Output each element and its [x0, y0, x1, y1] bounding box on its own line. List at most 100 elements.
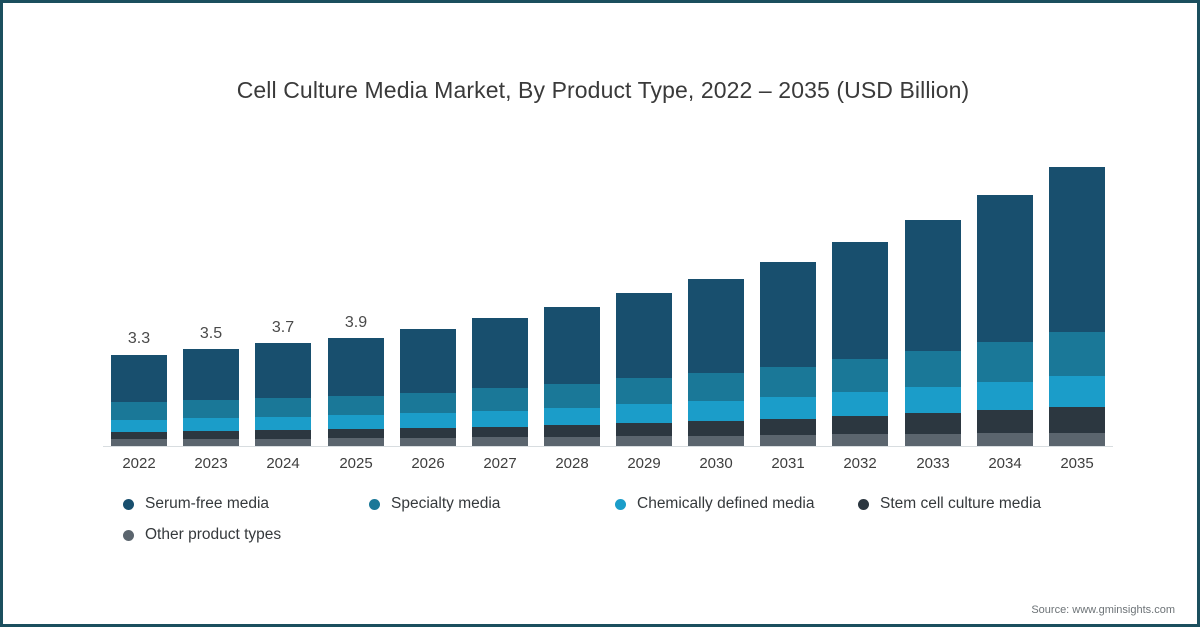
bar-segment[interactable]: [472, 318, 528, 389]
bar-segment[interactable]: [183, 418, 239, 432]
bar-segment[interactable]: [328, 415, 384, 430]
bar-segment[interactable]: [905, 350, 961, 388]
legend-item-specialty-media[interactable]: Specialty media: [369, 495, 500, 513]
bar-group: [616, 292, 672, 447]
bar-segment[interactable]: [183, 400, 239, 419]
bar-segment[interactable]: [544, 383, 600, 409]
bar-segment[interactable]: [832, 415, 888, 435]
bar-segment[interactable]: [905, 219, 961, 351]
bar-segment[interactable]: [616, 378, 672, 405]
bar-segment[interactable]: [977, 410, 1033, 434]
legend-item-chemically-defined-media[interactable]: Chemically defined media: [615, 495, 814, 513]
bar-segment[interactable]: [832, 434, 888, 447]
bar-segment[interactable]: [1049, 376, 1105, 408]
bar-segment[interactable]: [400, 438, 456, 447]
bar-segment[interactable]: [977, 433, 1033, 447]
bar-segment[interactable]: [183, 348, 239, 401]
bar-segment[interactable]: [328, 429, 384, 439]
bar-segment[interactable]: [832, 392, 888, 416]
x-axis-tick-label: 2027: [483, 455, 517, 472]
stacked-bar[interactable]: [544, 306, 600, 447]
bar-segment[interactable]: [400, 392, 456, 414]
bar-segment[interactable]: [255, 438, 311, 447]
x-axis-line: [103, 446, 1113, 447]
stacked-bar[interactable]: [832, 242, 888, 447]
bar-segment[interactable]: [544, 425, 600, 438]
bar-segment[interactable]: [400, 329, 456, 393]
bar-segment[interactable]: [832, 358, 888, 393]
bar-segment[interactable]: [472, 388, 528, 411]
bar-segment[interactable]: [1049, 433, 1105, 447]
bar-segment[interactable]: [111, 439, 167, 447]
stacked-bar[interactable]: [905, 219, 961, 447]
bar-segment[interactable]: [1049, 407, 1105, 434]
bar-segment[interactable]: [760, 262, 816, 367]
bar-segment[interactable]: [616, 422, 672, 437]
bar-segment[interactable]: [255, 430, 311, 439]
bar-segment[interactable]: [183, 438, 239, 447]
stacked-bar[interactable]: [400, 329, 456, 447]
bar-segment[interactable]: [255, 343, 311, 398]
bar-segment[interactable]: [400, 428, 456, 439]
bar-segment[interactable]: [616, 404, 672, 423]
bar-segment[interactable]: [544, 408, 600, 426]
bar-segment[interactable]: [111, 419, 167, 432]
bar-segment[interactable]: [977, 381, 1033, 410]
bar-segment[interactable]: [760, 397, 816, 419]
bar-value-label: 3.7: [271, 319, 295, 337]
bar-segment[interactable]: [111, 431, 167, 440]
bar-segment[interactable]: [905, 433, 961, 447]
x-axis-tick-label: 2033: [916, 455, 950, 472]
bar-segment[interactable]: [183, 431, 239, 439]
bar-segment[interactable]: [111, 402, 167, 420]
bar-segment[interactable]: [832, 242, 888, 359]
bar-segment[interactable]: [328, 438, 384, 447]
bar-segment[interactable]: [400, 413, 456, 429]
bar-segment[interactable]: [255, 397, 311, 417]
legend-row-2: Other product types: [123, 526, 1103, 557]
bar-segment[interactable]: [905, 387, 961, 414]
bar-segment[interactable]: [760, 418, 816, 436]
bar-segment[interactable]: [472, 426, 528, 438]
page-title: Cell Culture Media Market, By Product Ty…: [236, 77, 970, 103]
bar-segment[interactable]: [255, 416, 311, 431]
bar-segment[interactable]: [688, 420, 744, 436]
legend-marker-icon: [615, 498, 626, 510]
bar-segment[interactable]: [760, 435, 816, 447]
bar-segment[interactable]: [760, 366, 816, 398]
stacked-bar[interactable]: [977, 194, 1033, 447]
bar-segment[interactable]: [472, 437, 528, 447]
bar-segment[interactable]: [472, 410, 528, 427]
bar-segment[interactable]: [544, 437, 600, 447]
legend-item-other-product-types[interactable]: Other product types: [123, 526, 281, 544]
bar-segment[interactable]: [688, 278, 744, 374]
legend-item-stem-cell-culture-media[interactable]: Stem cell culture media: [858, 495, 1041, 513]
stacked-bar[interactable]: [688, 278, 744, 447]
bar-segment[interactable]: [688, 435, 744, 447]
stacked-bar[interactable]: [472, 318, 528, 447]
stacked-bar[interactable]: [616, 292, 672, 447]
legend-item-serum-free-media[interactable]: Serum-free media: [123, 495, 269, 513]
bar-segment[interactable]: [328, 395, 384, 416]
stacked-bar[interactable]: [760, 262, 816, 447]
stacked-bar[interactable]: [183, 348, 239, 447]
stacked-bar[interactable]: [328, 337, 384, 447]
stacked-bar[interactable]: [1049, 166, 1105, 447]
stacked-bar[interactable]: [111, 354, 167, 447]
stacked-bar[interactable]: [255, 343, 311, 447]
bar-segment[interactable]: [688, 373, 744, 402]
bar-segment[interactable]: [977, 194, 1033, 342]
bar-segment[interactable]: [905, 413, 961, 434]
bar-segment[interactable]: [328, 337, 384, 396]
bar-segment[interactable]: [977, 341, 1033, 382]
legend-item-label: Chemically defined media: [637, 495, 815, 512]
bar-segment[interactable]: [616, 436, 672, 447]
bar-segment[interactable]: [111, 354, 167, 403]
bar-segment[interactable]: [1049, 166, 1105, 333]
legend-marker-icon: [369, 498, 380, 510]
bar-segment[interactable]: [688, 401, 744, 421]
bar-segment[interactable]: [1049, 332, 1105, 377]
legend: Serum-free media Specialty media Chemica…: [123, 495, 1103, 557]
bar-segment[interactable]: [544, 306, 600, 384]
bar-segment[interactable]: [616, 292, 672, 379]
